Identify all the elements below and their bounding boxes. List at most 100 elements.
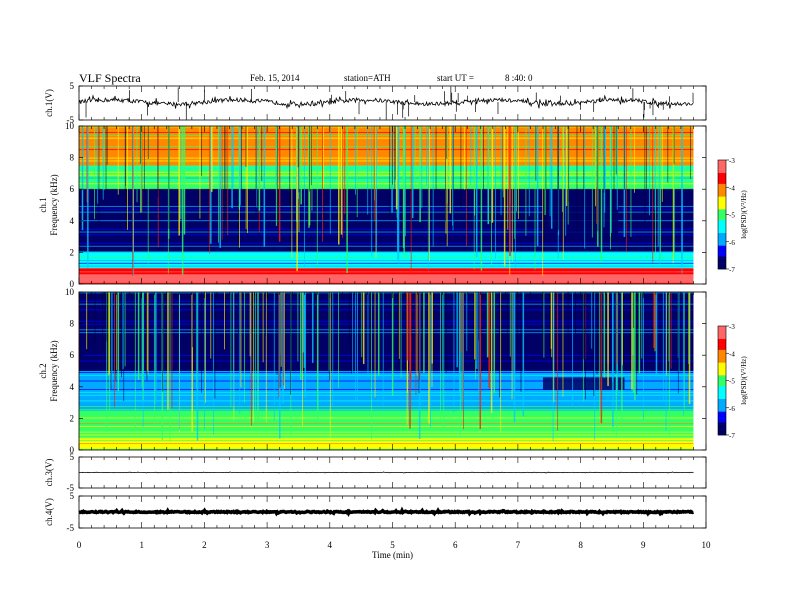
colorbar-swatch (718, 420, 726, 423)
colorbar-swatch (718, 371, 726, 374)
y-tick-label: 0 (70, 279, 75, 289)
channel-axis-label: ch.3(V) (44, 459, 54, 487)
colorbar-swatch (718, 391, 726, 394)
colorbar-swatch (718, 223, 726, 226)
colorbar-swatch (718, 413, 726, 416)
colorbar-swatch (718, 393, 726, 396)
spectral-line (79, 157, 694, 159)
y-tick-label: 10 (65, 287, 75, 297)
colorbar-swatch (718, 400, 726, 403)
colorbar-swatch (718, 326, 726, 329)
colorbar-swatch (718, 385, 726, 389)
spectral-line (79, 326, 694, 328)
colorbar-swatch (718, 176, 726, 179)
colorbar-swatch (718, 338, 726, 341)
colorbar-swatch (718, 362, 726, 365)
colorbar-swatch (718, 375, 726, 378)
colorbar-swatch (718, 190, 726, 193)
colorbar-label: log(PSD)(V²/Hz) (740, 190, 748, 239)
spectral-line (79, 231, 694, 233)
quiet-patch (542, 197, 619, 240)
y-tick-label: 2 (70, 413, 75, 423)
spectral-line (79, 440, 694, 442)
colorbar-swatch (718, 347, 726, 350)
spectral-line (79, 340, 694, 342)
colorbar-swatch (718, 396, 726, 399)
colorbar-swatch (718, 364, 726, 367)
spectral-line (79, 186, 694, 188)
spectral-line (79, 240, 694, 242)
colorbar-swatch (718, 405, 726, 409)
colorbar-swatch (718, 382, 726, 385)
colorbar-swatch (718, 378, 726, 381)
spectral-line (79, 298, 694, 300)
spectral-line (79, 334, 694, 336)
spectral-line (79, 445, 694, 447)
y-tick-label: 6 (70, 184, 75, 194)
spectral-line (79, 389, 694, 391)
spectral-line (79, 214, 694, 216)
spectral-line (79, 237, 694, 239)
spectral-line (79, 262, 694, 264)
colorbar-swatch (718, 187, 726, 190)
colorbar-swatch (718, 194, 726, 197)
colorbar-swatch (718, 258, 726, 261)
colorbar-swatch (718, 380, 726, 383)
x-tick-label: 2 (202, 540, 207, 550)
ch4-waveform-trace (78, 506, 694, 518)
colorbar-tick-label: -4 (729, 350, 735, 358)
spectral-line (79, 143, 694, 145)
colorbar-swatch (718, 192, 726, 195)
colorbar-swatch (718, 198, 726, 201)
spectral-line (79, 177, 694, 179)
colorbar-swatch (718, 209, 726, 212)
colorbar-tick-label: -3 (729, 323, 735, 331)
ch2-spectrogram-streaks (78, 292, 691, 442)
colorbar-tick-label: -6 (729, 239, 735, 247)
y-tick-label: 5 (70, 452, 75, 462)
colorbar-swatch (718, 431, 726, 434)
colorbar-swatch (718, 256, 726, 259)
colorbar-tick-label: -7 (729, 266, 735, 274)
colorbar-swatch (718, 418, 726, 421)
colorbar-swatch (718, 333, 726, 336)
colorbar-swatch (718, 427, 726, 430)
x-tick-label: 10 (702, 540, 712, 550)
colorbar-swatch (718, 349, 726, 352)
colorbar-swatch (718, 369, 726, 372)
colorbar-swatch (718, 398, 726, 401)
spectral-line (79, 220, 694, 222)
spectral-line (79, 292, 694, 294)
x-tick-label: 9 (641, 540, 646, 550)
spectral-line (79, 329, 694, 331)
colorbar-swatch (718, 376, 726, 379)
colorbar-swatch (718, 221, 726, 224)
colorbar-swatch (718, 373, 726, 376)
colorbar-swatch (718, 407, 726, 410)
spectral-line (79, 337, 694, 339)
colorbar-swatch (718, 356, 726, 359)
colorbar-swatch (718, 232, 726, 235)
spectral-line (79, 312, 694, 314)
colorbar-swatch (718, 429, 726, 432)
spectral-line (79, 394, 694, 396)
colorbar-swatch (718, 227, 726, 230)
colorbar-swatch (718, 203, 726, 206)
spectral-line (79, 183, 694, 185)
spectral-line (79, 126, 694, 128)
spectral-line (79, 277, 694, 279)
spectral-line (79, 352, 694, 354)
colorbar-swatch (718, 161, 726, 164)
y-tick-label: 8 (70, 153, 75, 163)
colorbar-swatch (718, 225, 726, 228)
spectral-line (79, 205, 694, 207)
spectral-line (79, 211, 694, 213)
colorbar-swatch (718, 409, 726, 412)
colorbar-swatch (718, 185, 726, 188)
spectral-line (79, 400, 694, 402)
spectral-line (79, 174, 694, 176)
colorbar-swatch (718, 263, 726, 266)
colorbar-swatch (718, 174, 726, 177)
x-tick-label: 8 (578, 540, 583, 550)
